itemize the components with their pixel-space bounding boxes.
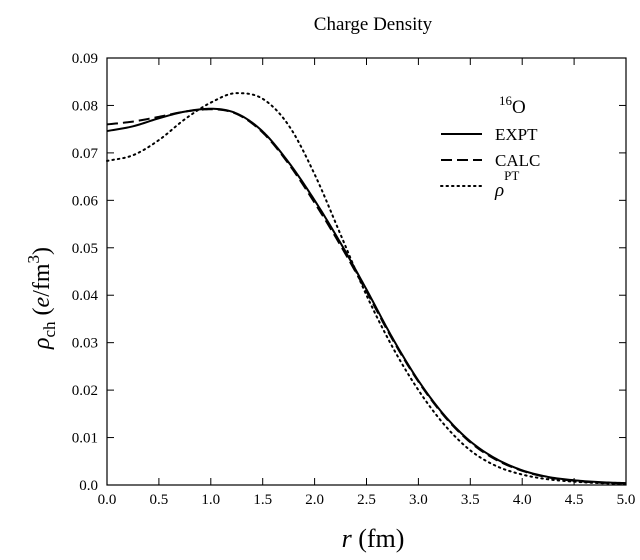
x-tick-label: 0.0: [98, 492, 117, 508]
x-axis-symbol: r: [342, 524, 353, 553]
x-axis-label: r (fm): [342, 524, 405, 553]
x-tick-label: 2.5: [357, 492, 376, 508]
y-axis-label: ρch (e/fm3): [24, 247, 59, 350]
x-tick-label: 2.0: [305, 492, 324, 508]
x-tick-label: 4.5: [565, 492, 584, 508]
x-tick-label: 0.5: [150, 492, 169, 508]
y-axis-unit: /fm: [29, 263, 55, 297]
x-tick-label: 1.0: [201, 492, 220, 508]
y-axis-open-paren: (: [29, 307, 55, 321]
y-axis-ticks: 0.0 0.01 0.02 0.03 0.04 0.05 0.06 0.07 0.08 0.09: [72, 51, 626, 494]
y-axis-power: 3: [24, 255, 43, 264]
legend-header-element: O: [512, 97, 526, 118]
y-tick-label: 0.06: [72, 193, 99, 209]
plot-area: 0.0 0.5 1.0 1.5 2.0 2.5 3.0 3.5 4.0 4.5 5.0 0.00.0…: [72, 51, 636, 508]
legend-label-pt-symbol: ρ: [494, 180, 504, 201]
legend-label-calc: CALC: [495, 151, 540, 170]
legend-label-expt: EXPT: [495, 125, 538, 144]
x-tick-label: 5.0: [617, 492, 636, 508]
legend-header-mass: 16: [499, 93, 513, 108]
y-axis-symbol: ρ: [29, 338, 55, 351]
y-tick-label: 0.07: [72, 146, 99, 162]
x-axis-unit: (fm): [352, 524, 405, 553]
x-tick-label: 4.0: [513, 492, 532, 508]
plot-frame: [106, 57, 627, 486]
series-line-pt: [106, 92, 627, 486]
y-axis-subscript: ch: [40, 321, 59, 338]
x-axis-ticks: 0.0 0.5 1.0 1.5 2.0 2.5 3.0 3.5 4.0 4.5 5.0: [98, 58, 636, 508]
legend-label-pt-superscript: PT: [504, 168, 519, 183]
x-tick-label: 1.5: [253, 492, 272, 508]
legend-label-pt: ρPT: [494, 168, 519, 201]
y-axis-e: e: [29, 296, 55, 307]
series-line-calc: [106, 108, 627, 485]
y-axis-close-paren: ): [29, 247, 55, 255]
y-tick-label: 0.05: [72, 241, 98, 257]
x-tick-label: 3.0: [409, 492, 428, 508]
y-tick-label: 0.01: [72, 431, 98, 447]
chart-title: Charge Density: [314, 14, 433, 35]
x-tick-label: 3.5: [461, 492, 480, 508]
y-tick-label: 0.03: [72, 336, 98, 352]
y-tick-label: 0.08: [72, 98, 98, 114]
legend: 16O EXPT CALC ρPT: [440, 93, 540, 201]
legend-header: 16O: [499, 93, 526, 118]
y-tick-label: 0.02: [72, 383, 98, 399]
series-layer: [106, 92, 627, 486]
y-tick-label: 0.04: [72, 288, 99, 304]
y-axis-label-group: ρch (e/fm3): [24, 247, 59, 350]
y-tick-label: 0.0: [79, 478, 98, 494]
y-tick-label: 0.09: [72, 51, 98, 67]
